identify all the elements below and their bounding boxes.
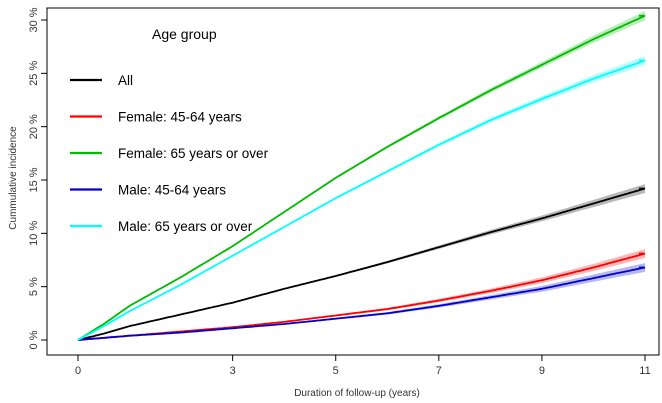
x-tick-label: 3 [230, 365, 236, 377]
legend-label-female-65-years-or-over: Female: 65 years or over [118, 146, 269, 161]
y-tick-label: 10 % [28, 221, 40, 246]
x-tick-label: 5 [333, 365, 339, 377]
series-line-all [77, 187, 646, 341]
series-line-male-65-years-or-over [77, 59, 646, 341]
y-axis: 0 % 5 % 10 % 15 % 20 % 25 % 30 % [28, 7, 47, 349]
legend-title: Age group [152, 26, 217, 42]
legend-label-female-45-64-years: Female: 45-64 years [118, 110, 242, 125]
y-tick-label: 15 % [28, 167, 40, 192]
y-tick-label: 5 % [28, 277, 40, 296]
confidence-bands [78, 11, 645, 341]
legend-label-male-45-64-years: Male: 45-64 years [118, 183, 226, 198]
legend-label-all: All [118, 73, 133, 88]
y-tick-label: 0 % [28, 330, 40, 349]
legend: Age group All Female: 45-64 years Female: … [70, 26, 269, 234]
y-tick-label: 25 % [28, 61, 40, 86]
x-tick-label: 11 [639, 365, 650, 377]
y-tick-label: 30 % [28, 7, 40, 32]
x-axis: 0 3 5 7 9 11 [75, 354, 651, 377]
series-line-male-45-64-years [77, 266, 646, 341]
x-tick-label: 9 [539, 365, 545, 377]
series-lines [77, 14, 646, 341]
x-tick-label: 7 [436, 365, 442, 377]
x-axis-title: Duration of follow-up (years) [294, 388, 420, 399]
y-tick-label: 20 % [28, 114, 40, 139]
legend-label-male-65-years-or-over: Male: 65 years or over [118, 219, 253, 234]
y-axis-title: Cummulative incidence [8, 126, 19, 230]
band-female-65-years-or-over [78, 11, 645, 341]
x-tick-label: 0 [75, 365, 81, 377]
series-line-female-65-years-or-over [77, 14, 646, 341]
